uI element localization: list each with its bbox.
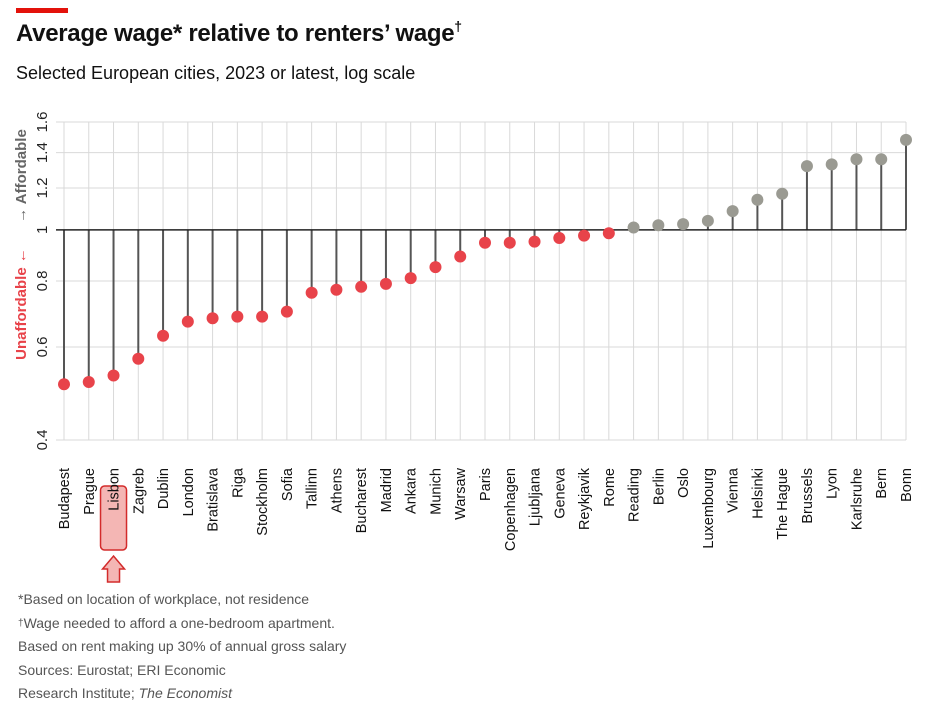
category-label: Vienna xyxy=(726,467,742,513)
data-point xyxy=(850,153,863,166)
footnote-dagger: † xyxy=(18,617,24,629)
category-label: Zagreb xyxy=(131,468,147,514)
footnote-sources: Sources: Eurostat; ERI Economic xyxy=(18,661,226,678)
data-point xyxy=(701,214,714,227)
category-label: Prague xyxy=(82,468,98,515)
data-point xyxy=(404,272,417,285)
category-label: Reykjavik xyxy=(577,467,593,530)
data-point xyxy=(726,205,739,218)
data-point xyxy=(107,369,120,382)
data-point xyxy=(825,158,838,171)
category-label: London xyxy=(181,468,197,516)
data-point xyxy=(355,280,368,293)
y-tick-label: 1.6 xyxy=(34,112,51,133)
y-tick-label: 1 xyxy=(34,226,51,234)
category-label: Dublin xyxy=(156,468,172,509)
data-point xyxy=(206,312,219,325)
data-point xyxy=(479,236,491,249)
data-point xyxy=(875,153,888,166)
category-label: Helsinki xyxy=(750,468,766,519)
data-point xyxy=(553,231,566,244)
category-label: Rome xyxy=(602,468,618,507)
category-label: Geneva xyxy=(552,467,568,519)
category-label: Oslo xyxy=(676,468,692,498)
category-label: Paris xyxy=(478,468,494,501)
y-axis-label-affordable: → Affordable xyxy=(13,129,30,223)
data-point xyxy=(528,235,541,248)
data-point xyxy=(429,261,442,274)
category-label: Copenhagen xyxy=(503,468,519,551)
data-point xyxy=(82,376,95,389)
chart-subtitle: Selected European cities, 2023 or latest… xyxy=(16,63,416,83)
data-point xyxy=(454,250,467,263)
category-label: Reading xyxy=(627,468,643,522)
data-point xyxy=(305,286,318,299)
category-label: Tallinn xyxy=(305,468,321,509)
data-point xyxy=(330,283,343,296)
category-label: Bratislava xyxy=(206,467,222,532)
data-point xyxy=(132,352,145,365)
category-label: Ljubljana xyxy=(528,467,544,526)
y-axis-label-unaffordable: Unaffordable ← xyxy=(13,248,30,360)
footnote-renters-wage: †Wage needed to afford a one-bedroom apa… xyxy=(18,614,335,631)
data-point xyxy=(677,218,690,231)
data-point xyxy=(652,219,665,232)
category-label: Berlin xyxy=(651,468,667,505)
data-point xyxy=(800,160,813,173)
y-tick-label: 1.2 xyxy=(34,178,51,199)
category-label: Lisbon xyxy=(107,468,123,511)
highlight-arrow xyxy=(100,554,127,583)
lollipop-chart: 0.4 0.6 0.8 1 1.2 1.4 1.6 Unaffordable ← → Affor… xyxy=(13,112,915,583)
category-label: Warsaw xyxy=(453,467,469,519)
data-point xyxy=(602,227,615,240)
data-point xyxy=(627,221,640,234)
footnote-rent-share: Based on rent making up 30% of annual gr… xyxy=(18,638,347,654)
category-label: Riga xyxy=(230,467,246,498)
data-point xyxy=(900,133,912,146)
category-label: Bucharest xyxy=(354,468,370,533)
footnotes: *Based on location of workplace, not res… xyxy=(18,588,346,706)
title-dagger: † xyxy=(454,18,462,34)
data-point xyxy=(256,310,269,323)
data-point xyxy=(181,315,194,328)
category-label: Athens xyxy=(329,468,345,513)
category-label: Munich xyxy=(428,468,444,515)
data-point xyxy=(157,329,170,342)
y-tick-label: 0.6 xyxy=(34,337,51,358)
category-label: Luxembourg xyxy=(701,468,717,549)
data-point xyxy=(280,305,293,318)
y-tick-label: 0.4 xyxy=(34,430,51,451)
category-label: Karlsruhe xyxy=(849,468,865,530)
category-label: Ankara xyxy=(404,467,420,514)
data-point xyxy=(776,187,789,200)
category-label: Bonn xyxy=(899,468,915,502)
chart-title: Average wage* relative to renters’ wage† xyxy=(16,18,462,47)
footnote-workplace: *Based on location of workplace, not res… xyxy=(18,591,310,607)
accent-bar xyxy=(16,8,68,13)
data-point xyxy=(379,277,392,290)
category-label: Budapest xyxy=(57,468,73,529)
data-point xyxy=(751,193,764,206)
data-point xyxy=(578,229,591,242)
category-label: Sofia xyxy=(280,467,296,501)
footnote-sources-cont: Research Institute; The Economist xyxy=(18,685,232,701)
category-label: Lyon xyxy=(825,468,841,499)
category-label: The Hague xyxy=(775,468,791,540)
data-point xyxy=(503,236,516,249)
highlight-box xyxy=(99,485,128,551)
category-label: Madrid xyxy=(379,468,395,512)
category-label: Brussels xyxy=(800,468,816,524)
category-label: Bern xyxy=(874,468,890,499)
y-tick-label: 1.4 xyxy=(34,142,51,163)
category-label: Stockholm xyxy=(255,468,271,536)
data-point xyxy=(58,378,70,391)
y-tick-label: 0.8 xyxy=(34,271,51,292)
data-point xyxy=(231,310,244,323)
